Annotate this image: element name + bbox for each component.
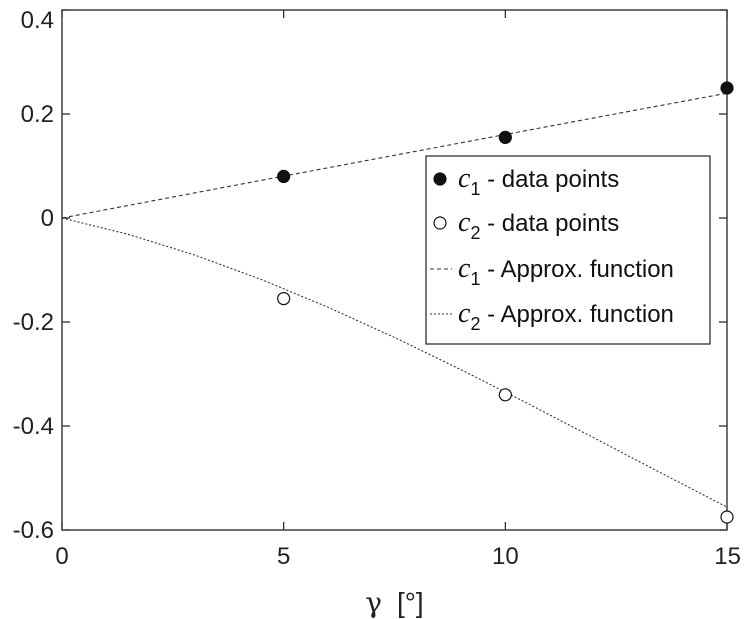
data-point-c2 [277,292,291,306]
legend-marker [433,172,447,186]
x-tick-label: 10 [492,543,519,570]
axis-ticks: 0 5 10 15 -0.6 -0.4 -0.2 0 0.2 0.4 [13,7,741,570]
x-axis-unit: [°] [397,587,424,618]
plot-frame [61,9,728,531]
data-point-c2 [720,510,734,524]
legend-marker [433,216,447,230]
data-markers [277,81,734,524]
y-tick-label: -0.2 [13,309,54,336]
legend-subscript: 2 [470,223,480,243]
legend-box [425,155,711,345]
legend-symbol: c [458,163,471,194]
y-tick-label: -0.6 [13,517,54,544]
y-tick-label: 0.4 [21,7,54,34]
x-axis-symbol: γ [365,586,382,619]
legend-entry: c2 - Approx. function [458,298,674,334]
data-point-c1 [498,130,512,144]
legend-subscript: 1 [470,269,480,289]
legend-subscript: 1 [470,179,480,199]
legend-label: - Approx. function [480,301,673,328]
data-point-c1 [277,169,291,183]
legend-symbol: c [458,253,471,284]
legend-entry: c2 - data points [458,207,619,243]
legend-label: - Approx. function [480,256,673,283]
x-tick-label: 5 [277,543,290,570]
legend-symbol: c [458,207,471,238]
legend-entry: c1 - Approx. function [458,253,674,289]
legend-symbol: c [458,298,471,329]
data-point-c1 [720,81,734,95]
x-tick-label: 15 [714,543,741,570]
approx-curves [61,92,728,508]
x-axis-label: γ [°] [365,586,423,619]
x-tick-label: 0 [55,543,68,570]
y-tick-label: -0.4 [13,413,54,440]
legend-label: - data points [480,210,619,237]
series-line-c1 [61,92,728,219]
legend-label: - data points [480,166,619,193]
legend-entry: c1 - data points [458,163,619,199]
y-tick-label: 0 [41,205,54,232]
plot-area [61,9,728,531]
legend-subscript: 2 [470,314,480,334]
data-point-c2 [498,388,512,402]
y-tick-label: 0.2 [21,101,54,128]
